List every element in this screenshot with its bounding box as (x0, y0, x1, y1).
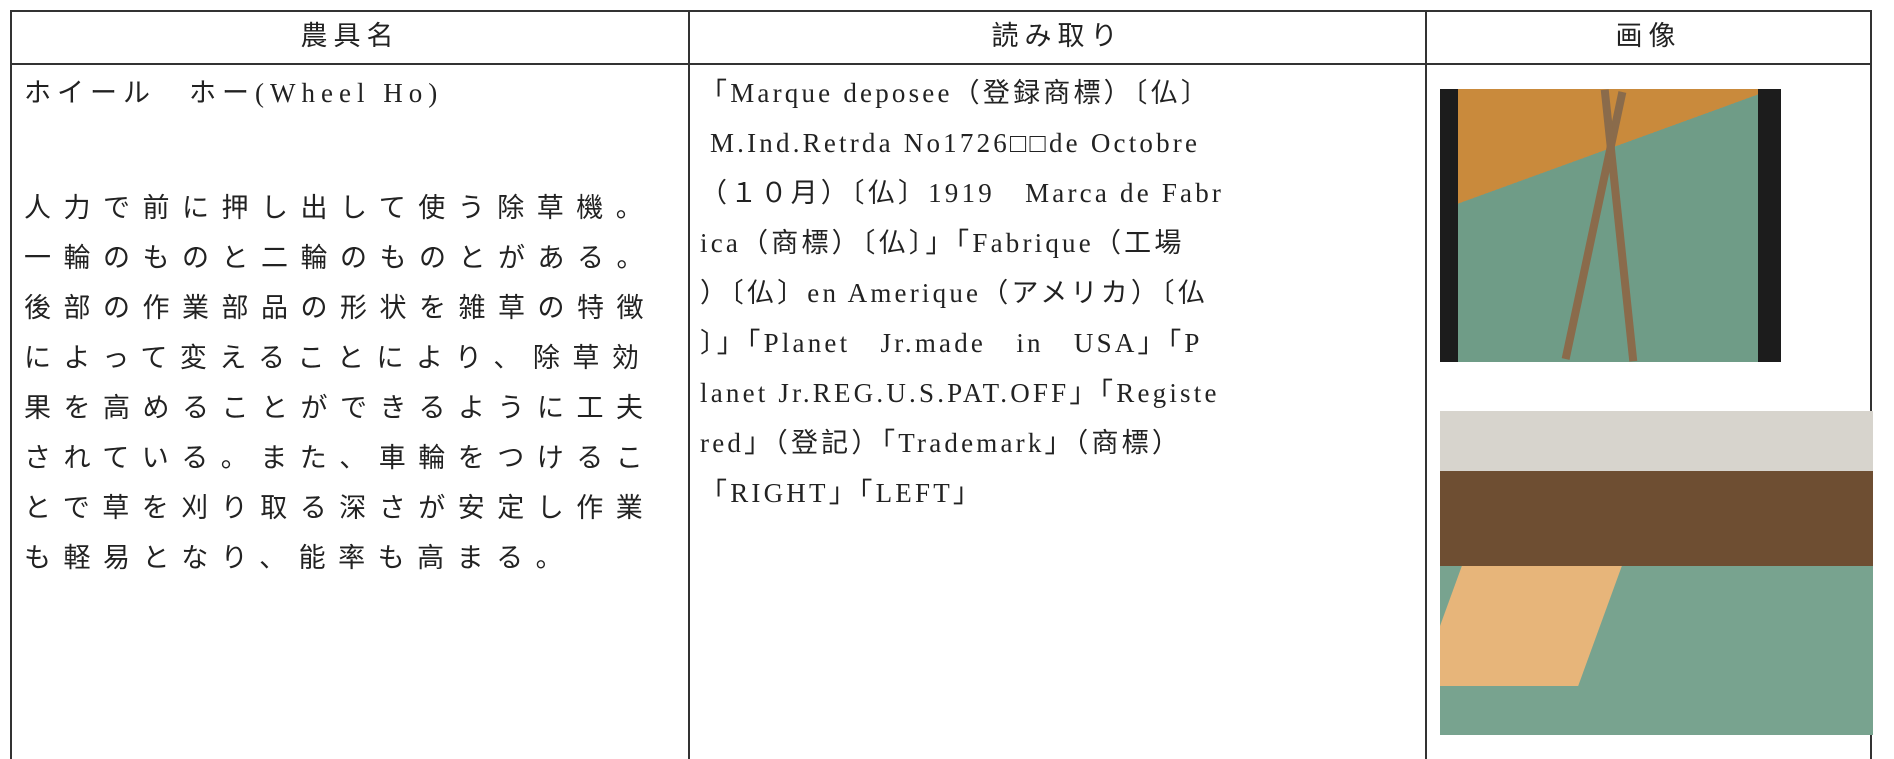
header-cell: 読み取り (991, 21, 1124, 51)
text-line: M.Ind.Retrda No1726□□de Octobre (700, 128, 1201, 158)
text-line: も軽易となり、能率も高まる。 (24, 543, 576, 573)
text-line: ica（商標）〔仏〕」「Fabrique（工場 (700, 228, 1185, 258)
border (688, 10, 690, 759)
text-line: red」（登記）「Trademark」（商標） (700, 428, 1183, 458)
border (10, 63, 1872, 65)
header-cell: 農具名 (300, 21, 400, 51)
text-line: によって変えることにより、除草効 (24, 343, 652, 373)
header-cell: 画像 (1615, 21, 1682, 51)
text-line: 「Marque deposee（登録商標）〔仏〕 (700, 78, 1211, 108)
tool-name: ホイール ホー(Wheel Ho) (24, 78, 444, 108)
text-line: 〕」「Planet Jr.made in USA」「P (700, 328, 1203, 358)
photo (1440, 89, 1781, 362)
text-line: lanet Jr.REG.U.S.PAT.OFF」「Registe (700, 378, 1220, 408)
text-line: 後部の作業部品の形状を雑草の特徴 (24, 293, 656, 323)
text-line: 一輪のものと二輪のものとがある。 (24, 243, 656, 273)
text-line: 果を高めることができるように工夫 (24, 393, 656, 423)
text-line: 「RIGHT」「LEFT」 (700, 478, 984, 508)
photo (1440, 411, 1873, 735)
border (10, 10, 12, 759)
text-line: されている。また、車輪をつけるこ (24, 443, 656, 473)
border (1425, 10, 1427, 759)
text-line: （１０月）〔仏〕1919 Marca de Fabr (700, 178, 1225, 208)
border (10, 10, 1872, 12)
border (1870, 10, 1872, 759)
text-line: とで草を刈り取る深さが安定し作業 (24, 493, 656, 523)
text-line: ）〔仏〕en Amerique（アメリカ）〔仏 (700, 278, 1208, 308)
text-line: 人力で前に押し出して使う除草機。 (24, 193, 656, 223)
